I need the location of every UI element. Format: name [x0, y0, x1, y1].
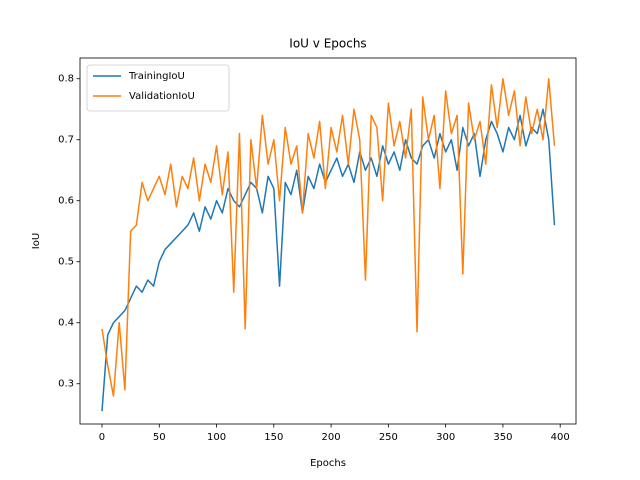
- plot-area: [101, 77, 556, 412]
- x-axis-label: Epochs: [310, 458, 346, 469]
- x-tick-label: 200: [322, 432, 341, 443]
- series-line: [101, 108, 556, 412]
- plot-frame: [79, 57, 577, 425]
- y-tick-label: 0.5: [58, 257, 74, 268]
- legend-label: TrainingIoU: [128, 71, 185, 82]
- x-tick-label: 100: [207, 432, 226, 443]
- x-tick-label: 300: [436, 432, 455, 443]
- x-tick-label: 400: [551, 432, 570, 443]
- y-axis-label: IoU: [31, 233, 42, 249]
- y-tick-label: 0.6: [58, 196, 74, 207]
- x-tick-label: 150: [264, 432, 283, 443]
- x-tick-label: 0: [99, 432, 105, 443]
- y-tick-label: 0.7: [58, 135, 74, 146]
- y-tick-label: 0.3: [58, 379, 74, 390]
- y-tick-label: 0.4: [58, 318, 74, 329]
- y-tick-label: 0.8: [58, 74, 74, 85]
- legend-label: ValidationIoU: [129, 91, 195, 102]
- x-tick-label: 350: [493, 432, 512, 443]
- legend-box: [86, 64, 230, 112]
- x-tick-label: 50: [153, 432, 166, 443]
- x-tick-label: 250: [379, 432, 398, 443]
- chart-title: IoU v Epochs: [289, 37, 366, 51]
- series-line: [101, 77, 556, 397]
